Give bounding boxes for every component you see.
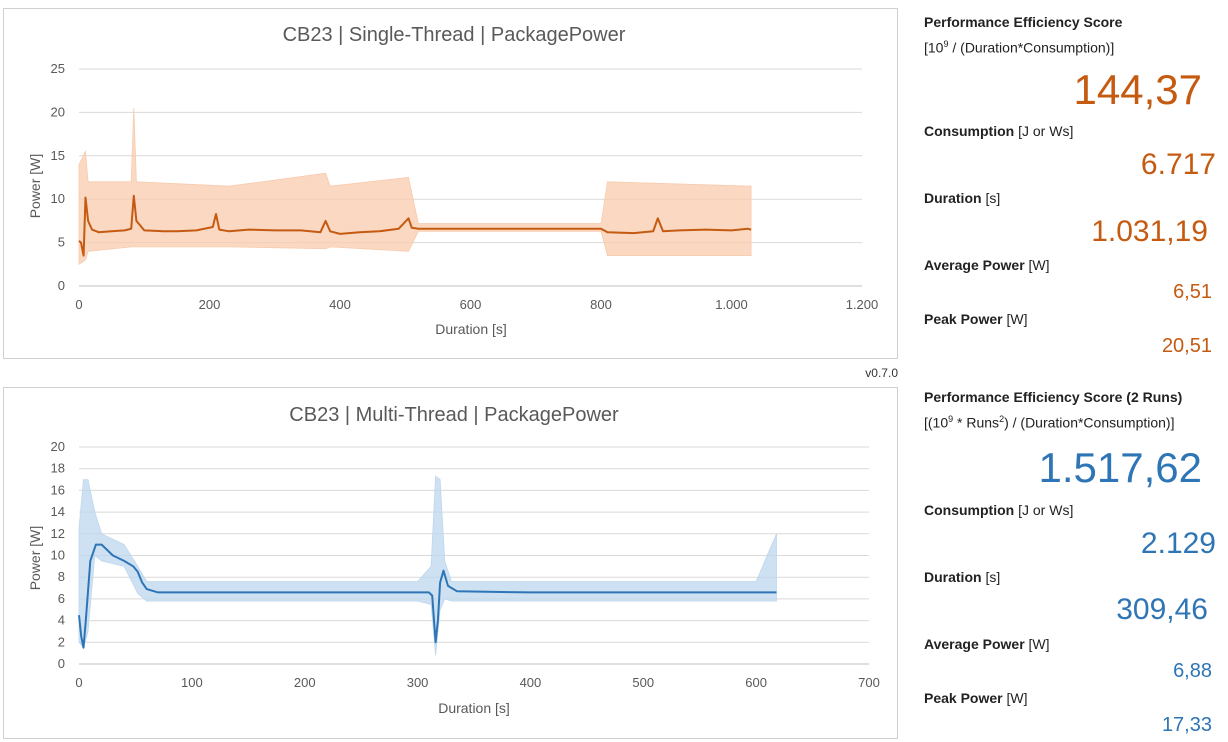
multi-thread-chart: CB23 | Multi-Thread | PackagePower 0 2 4 6 8… bbox=[3, 387, 898, 739]
single-thread-series bbox=[78, 194, 752, 257]
single-thread-y-axis-label: Power [W] bbox=[27, 154, 43, 219]
multi-thread-x-tick-label: 200 bbox=[294, 675, 316, 690]
multi-thread-grid bbox=[79, 446, 869, 665]
single-consumption-label: Consumption [J or Ws] bbox=[924, 123, 1074, 139]
multi-thread-y-tick-label: 12 bbox=[51, 526, 65, 541]
multi-duration-value: 309,46 bbox=[1116, 593, 1208, 626]
multi-duration-label: Duration [s] bbox=[924, 569, 1001, 585]
multi-thread-chart-svg: CB23 | Multi-Thread | PackagePower 0 2 4 6 8… bbox=[27, 404, 880, 716]
single-thread-x-tick-label: 200 bbox=[199, 297, 221, 312]
multi-thread-x-tick-label: 600 bbox=[745, 675, 767, 690]
multi-thread-y-tick-label: 4 bbox=[58, 613, 65, 628]
multi-thread-y-tick-label: 10 bbox=[51, 548, 65, 563]
single-thread-x-tick-label: 1.200 bbox=[846, 297, 879, 312]
multi-thread-x-tick-label: 400 bbox=[520, 675, 542, 690]
multi-thread-y-tick-label: 20 bbox=[51, 439, 65, 454]
multi-peak-power-value: 17,33 bbox=[1161, 714, 1212, 736]
single-consumption-value: 6.717 bbox=[1140, 148, 1216, 181]
multi-thread-power-line bbox=[78, 543, 777, 649]
multi-score-value: 1.517,62 bbox=[1038, 444, 1203, 491]
multi-thread-min-max-band bbox=[78, 475, 777, 656]
single-thread-y-tick-label: 25 bbox=[51, 61, 65, 76]
multi-thread-chart-title: CB23 | Multi-Thread | PackagePower bbox=[289, 404, 619, 426]
single-duration-label: Duration [s] bbox=[924, 190, 1001, 206]
multi-avg-power-value: 6,88 bbox=[1173, 660, 1212, 682]
single-thread-x-tick-label: 600 bbox=[460, 297, 482, 312]
multi-thread-y-tick-label: 18 bbox=[51, 461, 65, 476]
multi-thread-x-tick-label: 100 bbox=[181, 675, 203, 690]
single-avg-power-label: Average Power [W] bbox=[924, 257, 1050, 273]
multi-score-label: Performance Efficiency Score (2 Runs) bbox=[924, 389, 1183, 405]
single-thread-range-band bbox=[78, 108, 752, 266]
single-peak-power-label: Peak Power [W] bbox=[924, 311, 1028, 327]
multi-peak-power-label: Peak Power [W] bbox=[924, 690, 1028, 706]
multi-thread-y-tick-label: 0 bbox=[58, 656, 65, 671]
multi-thread-x-tick-label: 300 bbox=[407, 675, 429, 690]
multi-consumption-label: Consumption [J or Ws] bbox=[924, 502, 1074, 518]
single-thread-x-tick-label: 0 bbox=[75, 297, 82, 312]
single-peak-power-value: 20,51 bbox=[1161, 335, 1212, 357]
multi-thread-y-tick-label: 8 bbox=[58, 569, 65, 584]
multi-thread-x-tick-label: 0 bbox=[75, 675, 82, 690]
multi-thread-y-tick-label: 6 bbox=[58, 591, 65, 606]
multi-thread-y-axis-label: Power [W] bbox=[27, 526, 43, 591]
multi-thread-range-band bbox=[78, 475, 777, 656]
single-score-label: Performance Efficiency Score bbox=[924, 14, 1123, 30]
multi-thread-y-tick-label: 16 bbox=[51, 482, 65, 497]
single-thread-y-tick-label: 5 bbox=[58, 235, 65, 250]
single-thread-y-tick-label: 20 bbox=[51, 104, 65, 119]
version-label: v0.7.0 bbox=[865, 366, 898, 380]
single-thread-y-tick-label: 15 bbox=[51, 148, 65, 163]
multi-thread-series bbox=[78, 543, 777, 649]
single-thread-y-tick-label: 0 bbox=[58, 278, 65, 293]
single-avg-power-value: 6,51 bbox=[1173, 281, 1212, 303]
multi-thread-x-tick-label: 500 bbox=[632, 675, 654, 690]
single-score-value: 144,37 bbox=[1073, 66, 1202, 113]
single-thread-x-axis-label: Duration [s] bbox=[435, 321, 507, 337]
single-thread-y-tick-label: 10 bbox=[51, 191, 65, 206]
single-thread-chart: CB23 | Single-Thread | PackagePower 0 5 10… bbox=[3, 8, 898, 359]
single-thread-x-tick-label: 400 bbox=[329, 297, 351, 312]
single-thread-x-tick-label: 1.000 bbox=[715, 297, 748, 312]
multi-thread-y-tick-label: 2 bbox=[58, 634, 65, 649]
single-thread-tick-labels: 0 5 10 15 20 25 0 200 400 600 800 1.000 1.200 bbox=[51, 61, 879, 312]
single-thread-x-tick-label: 800 bbox=[590, 297, 612, 312]
single-duration-value: 1.031,19 bbox=[1091, 215, 1208, 248]
single-score-formula: [109 / (Duration*Consumption)] bbox=[924, 39, 1115, 56]
multi-thread-x-tick-label: 700 bbox=[858, 675, 880, 690]
single-thread-power-line bbox=[78, 194, 752, 257]
multi-thread-y-tick-label: 14 bbox=[51, 504, 65, 519]
multi-thread-x-axis-label: Duration [s] bbox=[438, 700, 510, 716]
single-thread-min-max-band bbox=[78, 108, 752, 266]
multi-avg-power-label: Average Power [W] bbox=[924, 636, 1050, 652]
multi-consumption-value: 2.129 bbox=[1140, 527, 1216, 560]
single-thread-chart-title: CB23 | Single-Thread | PackagePower bbox=[283, 24, 626, 46]
single-thread-chart-svg: CB23 | Single-Thread | PackagePower 0 5 10… bbox=[27, 24, 879, 337]
multi-score-formula: [(109 * Runs2) / (Duration*Consumption)] bbox=[924, 414, 1175, 431]
